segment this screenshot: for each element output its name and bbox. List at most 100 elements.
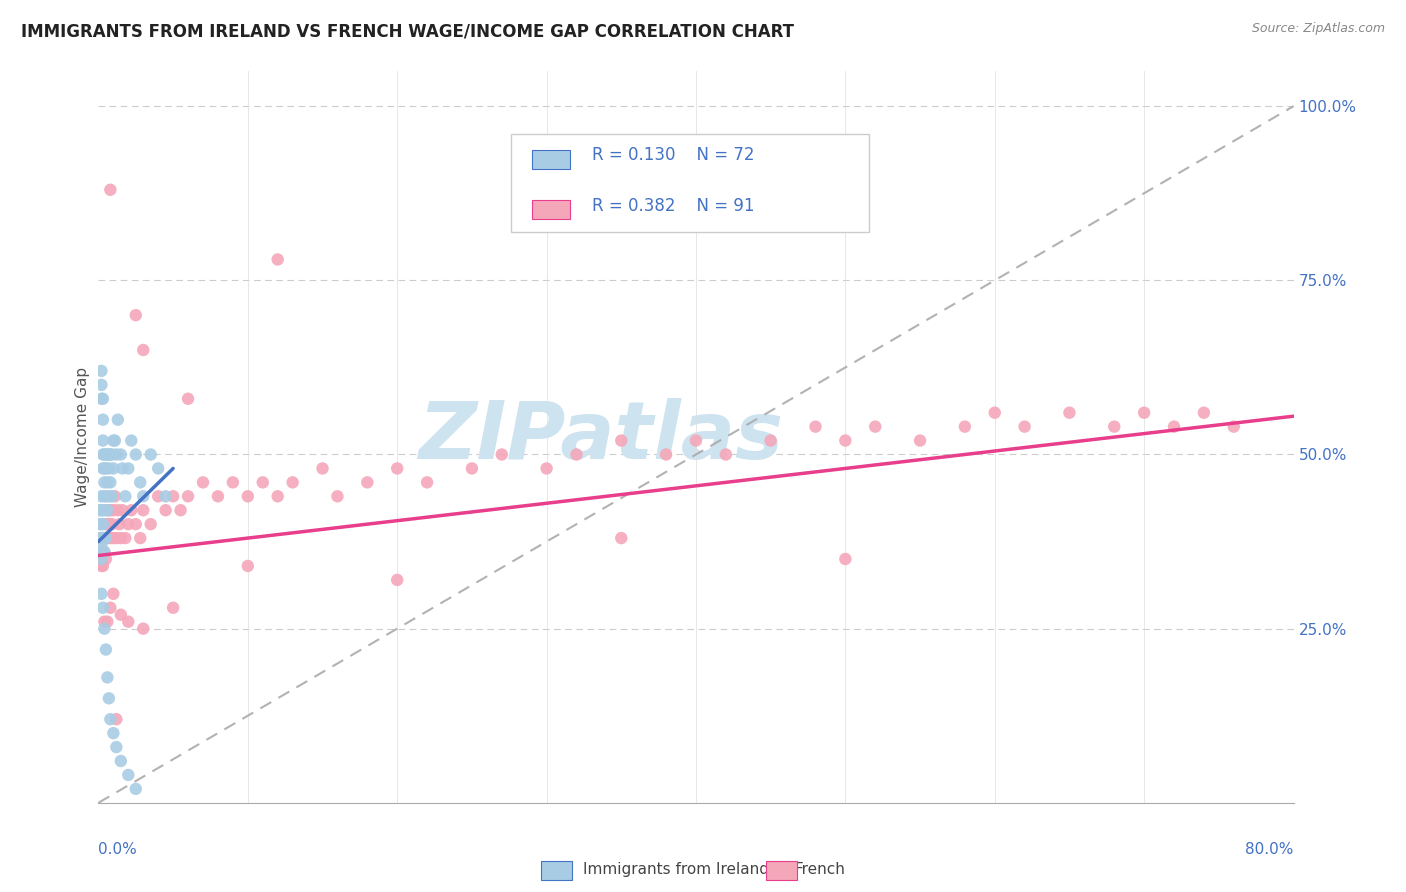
Point <box>416 475 439 490</box>
Text: 80.0%: 80.0% <box>1246 842 1294 856</box>
Point <box>90 531 112 545</box>
Point <box>1223 419 1246 434</box>
Point <box>107 503 129 517</box>
Point <box>908 434 931 448</box>
Point <box>610 531 633 545</box>
Point <box>148 461 170 475</box>
Point <box>89 503 111 517</box>
Point <box>169 503 191 517</box>
Point <box>105 531 128 545</box>
Point <box>132 503 155 517</box>
Point <box>93 531 115 545</box>
Point <box>89 545 111 559</box>
Point <box>93 448 115 462</box>
Point <box>97 517 120 532</box>
Point <box>139 448 162 462</box>
Point <box>110 754 132 768</box>
Point <box>1163 419 1185 434</box>
Point <box>117 517 139 532</box>
Point <box>91 412 114 426</box>
Point <box>90 531 112 545</box>
Point <box>222 475 245 490</box>
Point <box>97 461 120 475</box>
Point <box>984 406 1007 420</box>
Point <box>103 503 125 517</box>
Point <box>90 489 112 503</box>
Point <box>96 475 118 490</box>
Point <box>96 517 118 532</box>
Point <box>1014 419 1036 434</box>
Point <box>834 552 856 566</box>
Point <box>108 517 131 532</box>
Point <box>94 517 117 532</box>
Point <box>94 503 117 517</box>
Point <box>101 517 124 532</box>
Point <box>117 461 139 475</box>
Point <box>93 531 115 545</box>
Point <box>105 448 128 462</box>
Text: R = 0.382    N = 91: R = 0.382 N = 91 <box>592 197 755 215</box>
Point <box>89 545 111 559</box>
Point <box>94 642 117 657</box>
Point <box>90 552 112 566</box>
Point <box>685 434 707 448</box>
Point <box>91 517 114 532</box>
Point <box>98 600 122 615</box>
Point <box>104 434 127 448</box>
Point <box>94 531 117 545</box>
Point <box>90 377 112 392</box>
Point <box>385 461 409 475</box>
Point <box>117 615 139 629</box>
Point <box>865 419 887 434</box>
Point <box>252 475 274 490</box>
Point <box>236 489 259 503</box>
Point <box>1133 406 1156 420</box>
Point <box>236 558 259 573</box>
Point <box>536 461 558 475</box>
Bar <box>533 201 571 219</box>
Point <box>97 448 120 462</box>
Point <box>96 670 118 684</box>
Point <box>107 412 129 426</box>
Point <box>110 448 132 462</box>
Point <box>94 448 117 462</box>
Point <box>90 503 112 517</box>
Point <box>103 461 125 475</box>
Bar <box>533 150 571 169</box>
Text: ZIPatlas: ZIPatlas <box>418 398 783 476</box>
Point <box>105 712 128 726</box>
Point <box>98 448 122 462</box>
Point <box>120 503 142 517</box>
Point <box>953 419 976 434</box>
Point <box>90 587 112 601</box>
Point <box>461 461 484 475</box>
Point <box>804 419 827 434</box>
Text: Immigrants from Ireland: Immigrants from Ireland <box>583 863 769 877</box>
Point <box>356 475 378 490</box>
Point <box>125 308 148 322</box>
Point <box>96 503 118 517</box>
FancyBboxPatch shape <box>510 134 869 232</box>
Point <box>90 392 112 406</box>
Point <box>714 448 737 462</box>
Point <box>565 448 588 462</box>
Point <box>101 448 124 462</box>
Point <box>162 600 184 615</box>
Point <box>98 503 122 517</box>
Point <box>103 587 125 601</box>
Point <box>281 475 304 490</box>
Text: 0.0%: 0.0% <box>98 842 138 856</box>
Point <box>111 461 134 475</box>
Point <box>132 343 155 357</box>
Point <box>311 461 333 475</box>
Point <box>177 489 200 503</box>
Point <box>90 364 112 378</box>
Point <box>191 475 214 490</box>
Point <box>91 600 114 615</box>
Point <box>91 545 114 559</box>
Point <box>94 531 117 545</box>
Point <box>155 489 177 503</box>
Point <box>97 489 120 503</box>
Text: IMMIGRANTS FROM IRELAND VS FRENCH WAGE/INCOME GAP CORRELATION CHART: IMMIGRANTS FROM IRELAND VS FRENCH WAGE/I… <box>21 22 794 40</box>
Point <box>97 503 120 517</box>
